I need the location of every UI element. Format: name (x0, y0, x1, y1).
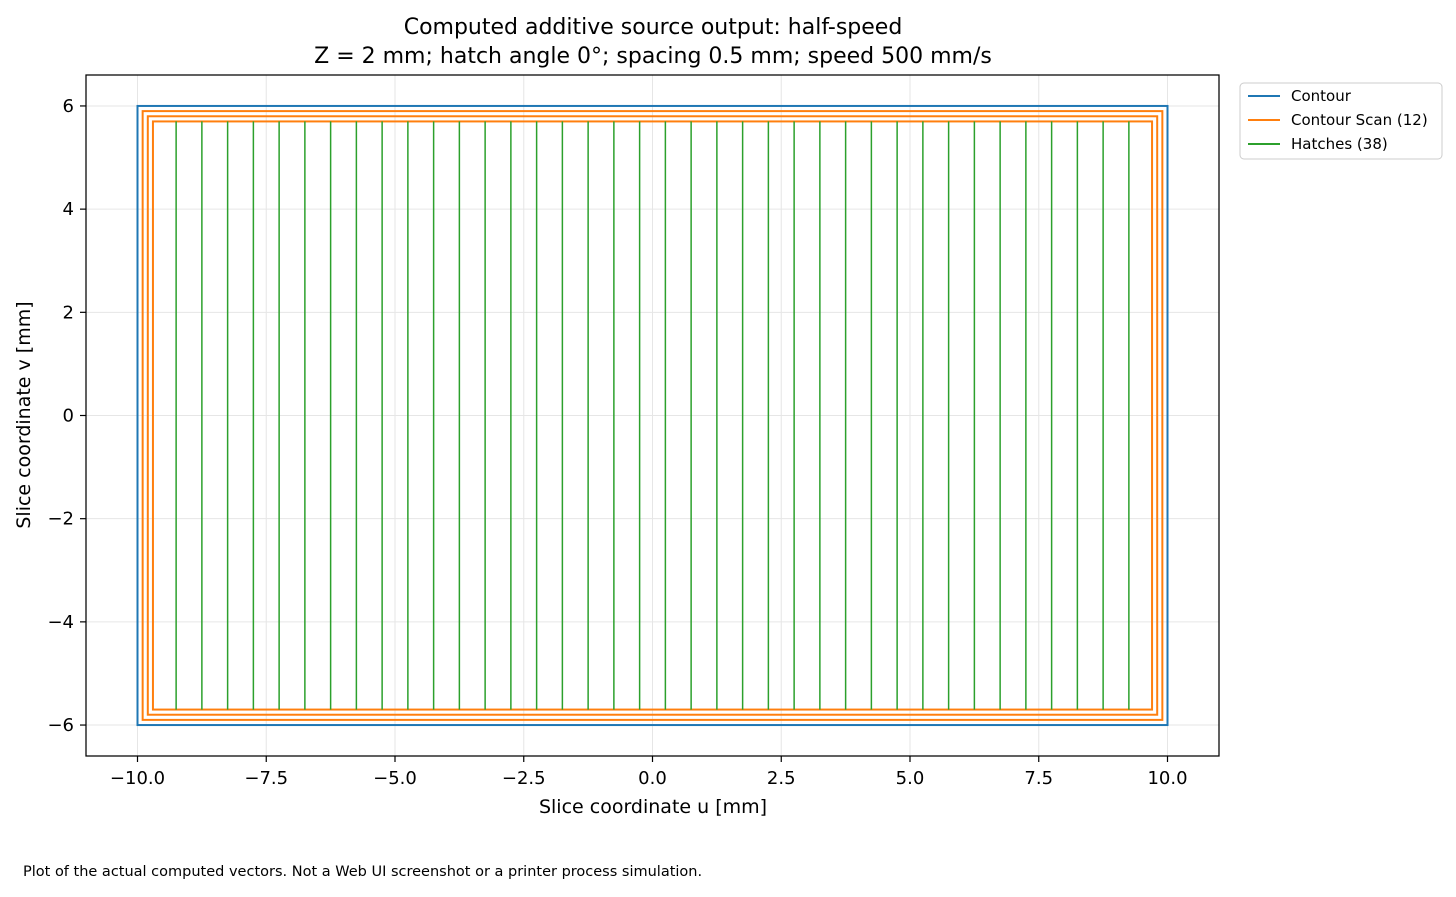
legend: Contour Contour Scan (12) Hatches (38) (1239, 82, 1443, 160)
y-tick-label: −4 (47, 612, 74, 633)
y-axis-label: Slice coordinate v [mm] (13, 301, 35, 528)
y-axis-ticks: −6 −4 −2 0 2 4 6 (47, 96, 86, 736)
contour-scan-outline (151, 120, 1154, 711)
chart-title: Computed additive source output: half-sp… (404, 15, 903, 40)
contour-outline (136, 104, 1169, 727)
y-tick-label: 6 (63, 96, 74, 117)
chart-subtitle: Z = 2 mm; hatch angle 0°; spacing 0.5 mm… (314, 44, 992, 69)
x-axis-label: Slice coordinate u [mm] (539, 796, 767, 818)
x-tick-label: 7.5 (1024, 768, 1053, 789)
contour-scan-outline (141, 110, 1164, 721)
x-tick-label: −5.0 (373, 768, 417, 789)
legend-label-contour-scan: Contour Scan (12) (1291, 111, 1428, 129)
x-tick-label: 10.0 (1147, 768, 1187, 789)
legend-box (1239, 82, 1443, 160)
y-tick-label: 0 (63, 406, 74, 427)
legend-label-hatches: Hatches (38) (1291, 135, 1388, 153)
plot-data (136, 104, 1169, 727)
y-tick-label: 2 (63, 302, 74, 323)
x-tick-label: 0.0 (638, 768, 667, 789)
legend-label-contour: Contour (1291, 87, 1352, 105)
x-tick-label: −7.5 (244, 768, 288, 789)
contour-scan-outline (146, 115, 1159, 716)
x-axis-ticks: −10.0 −7.5 −5.0 −2.5 0.0 2.5 5.0 7.5 10.0 (110, 756, 1188, 789)
x-tick-label: 5.0 (896, 768, 925, 789)
x-tick-label: −10.0 (110, 768, 165, 789)
y-tick-label: 4 (63, 199, 74, 220)
x-tick-label: 2.5 (767, 768, 796, 789)
footnote: Plot of the actual computed vectors. Not… (23, 864, 703, 880)
x-tick-label: −2.5 (502, 768, 546, 789)
y-tick-label: −6 (47, 715, 74, 736)
y-tick-label: −2 (47, 509, 74, 530)
grid (86, 75, 1219, 756)
